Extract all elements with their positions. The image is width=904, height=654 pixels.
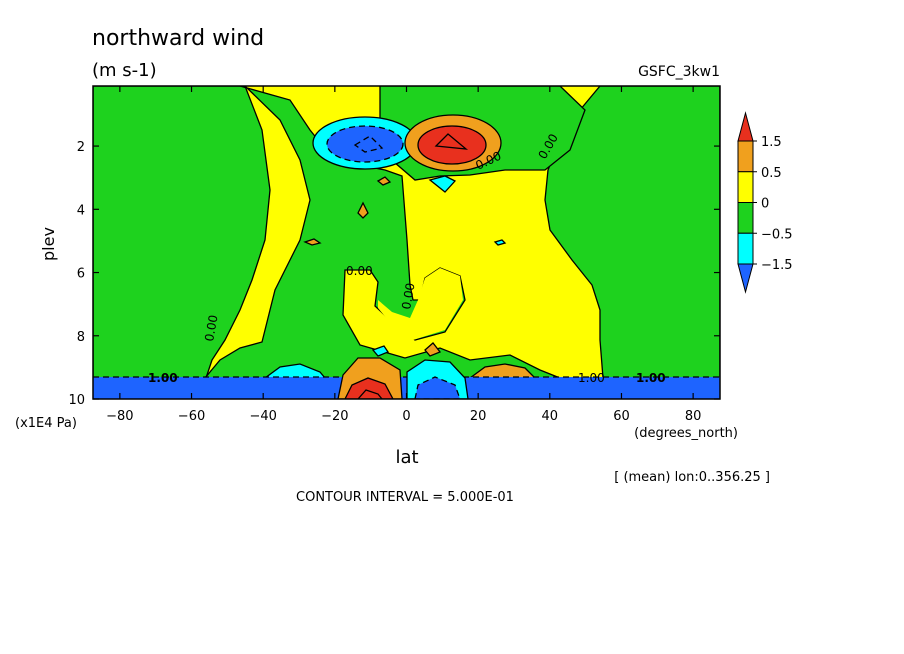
arch-yellow-region bbox=[378, 265, 463, 340]
colorbar-label: 1.5 bbox=[761, 135, 782, 150]
colorbar-box bbox=[737, 140, 754, 173]
colorbar-label: −0.5 bbox=[761, 227, 793, 242]
y-axis-unit: (x1E4 Pa) bbox=[15, 416, 77, 431]
chart-subtitle: (m s-1) bbox=[92, 60, 157, 81]
contour-label: 1.00 bbox=[578, 371, 605, 385]
x-tick-label: 80 bbox=[685, 409, 702, 424]
surface-positive-contour bbox=[357, 389, 383, 399]
contour-label: 0.00 bbox=[202, 314, 220, 343]
contour-interval: CONTOUR INTERVAL = 5.000E-01 bbox=[296, 490, 514, 505]
colorbar-box bbox=[737, 171, 754, 203]
contour-label: 0.00 bbox=[346, 264, 373, 278]
negative-mid-region bbox=[326, 125, 404, 163]
x-tick-label: −20 bbox=[321, 409, 348, 424]
contour-label: 1.00 bbox=[148, 371, 178, 385]
small-cyan-blob bbox=[371, 345, 389, 357]
colorbar-box bbox=[737, 232, 754, 265]
colorbar: 1.5 0.5 0 −0.5 −1.5 bbox=[737, 111, 793, 294]
chart-title: northward wind bbox=[92, 26, 264, 51]
central-green-region bbox=[203, 86, 561, 379]
axis-ticks: −80 −60 −40 −20 0 20 40 60 80 2 4 6 8 10 bbox=[68, 86, 720, 424]
positive-mid-region bbox=[417, 125, 487, 165]
x-tick-label: −80 bbox=[106, 409, 133, 424]
contour-label: 1.00 bbox=[636, 371, 666, 385]
x-axis-title: lat bbox=[395, 447, 418, 468]
colorbar-label: 0.5 bbox=[761, 166, 782, 181]
small-cyan-blob bbox=[428, 175, 457, 193]
x-tick-label: −40 bbox=[249, 409, 276, 424]
x-tick-label: −60 bbox=[178, 409, 205, 424]
negative-core-contour bbox=[353, 135, 384, 153]
y-tick-label: 8 bbox=[77, 330, 85, 345]
y-tick-label: 10 bbox=[68, 393, 85, 408]
positive-core-contour bbox=[434, 133, 469, 150]
small-orange-blob bbox=[303, 238, 322, 246]
small-orange-blob bbox=[424, 342, 442, 357]
surface-positive-core bbox=[344, 377, 394, 399]
dataset-label: GSFC_3kw1 bbox=[638, 64, 720, 80]
small-orange-blob bbox=[357, 201, 369, 219]
colorbar-top-triangle bbox=[737, 111, 754, 142]
colorbar-bottom-triangle bbox=[737, 263, 754, 294]
x-tick-label: 40 bbox=[542, 409, 559, 424]
x-tick-label: 20 bbox=[470, 409, 487, 424]
colorbar-box bbox=[737, 202, 754, 234]
colorbar-label: −1.5 bbox=[761, 258, 793, 273]
surface-negative-core bbox=[414, 376, 461, 399]
contour-field bbox=[93, 86, 720, 399]
y-tick-label: 2 bbox=[77, 140, 85, 155]
small-cyan-blob bbox=[493, 239, 507, 246]
averaging-note: [ (mean) lon:0..356.25 ] bbox=[614, 470, 770, 485]
y-tick-label: 6 bbox=[77, 267, 85, 282]
contour-label: 0.00 bbox=[399, 282, 417, 311]
colorbar-label: 0 bbox=[761, 197, 769, 212]
y-axis-title: plev bbox=[39, 227, 58, 261]
x-tick-label: 60 bbox=[613, 409, 630, 424]
x-axis-unit: (degrees_north) bbox=[634, 426, 738, 441]
y-tick-label: 4 bbox=[77, 203, 85, 218]
small-orange-blob bbox=[376, 176, 392, 186]
x-tick-label: 0 bbox=[402, 409, 410, 424]
